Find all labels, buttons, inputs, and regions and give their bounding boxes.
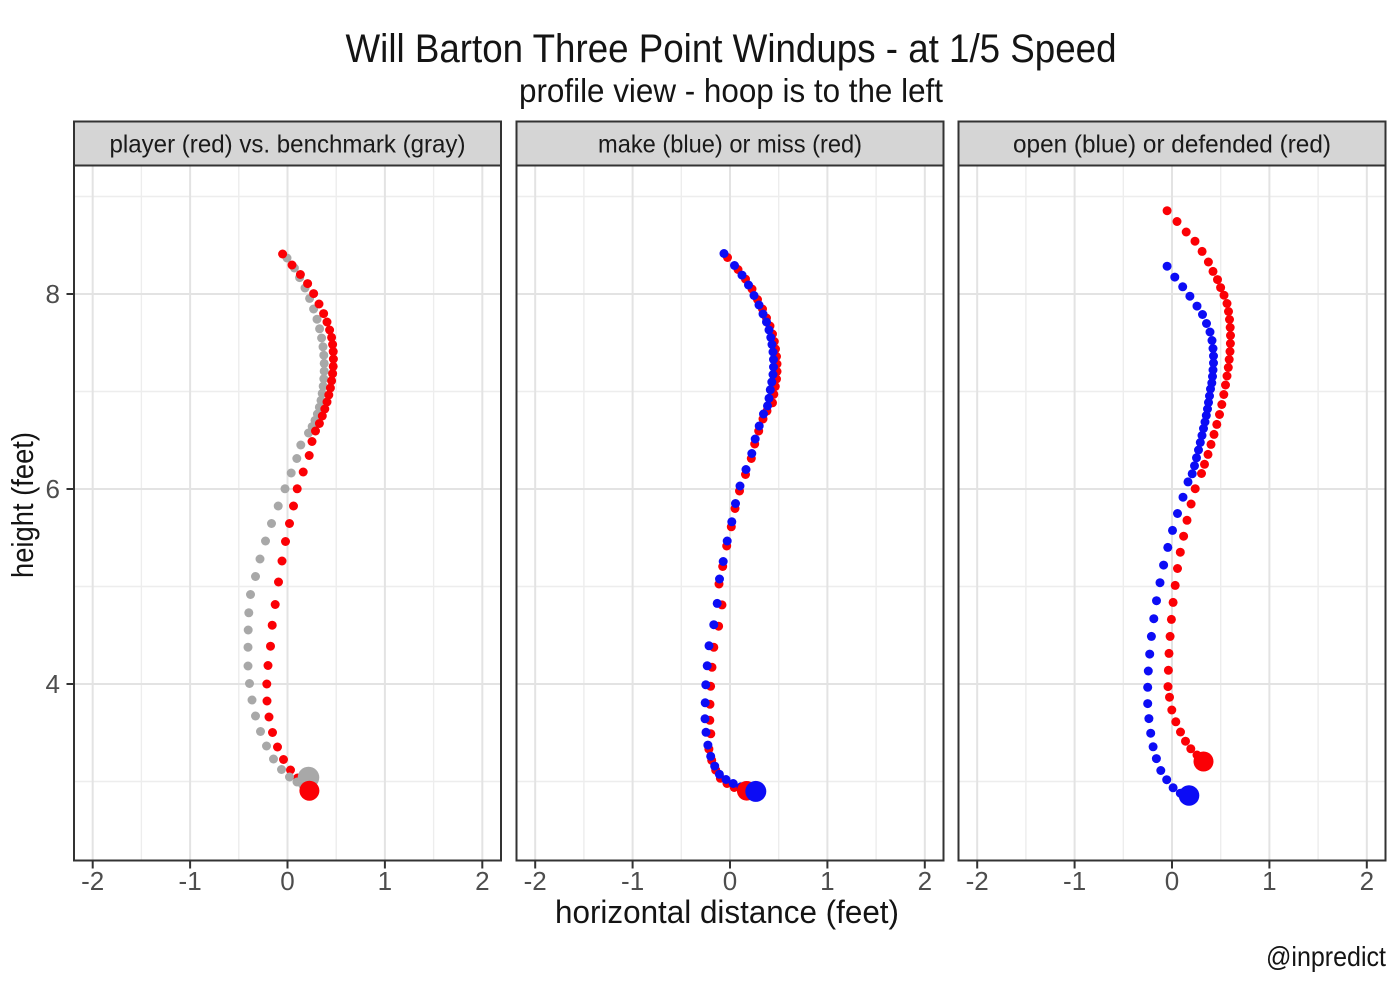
- svg-text:-1: -1: [1063, 866, 1086, 896]
- svg-text:1: 1: [820, 866, 834, 896]
- svg-text:profile view - hoop is to the: profile view - hoop is to the left: [519, 72, 943, 109]
- svg-text:0: 0: [280, 866, 294, 896]
- svg-text:-2: -2: [524, 866, 547, 896]
- svg-text:1: 1: [378, 866, 392, 896]
- svg-text:2: 2: [475, 866, 489, 896]
- svg-text:0: 0: [1165, 866, 1179, 896]
- svg-text:height (feet): height (feet): [5, 432, 40, 578]
- svg-text:-1: -1: [621, 866, 644, 896]
- svg-text:1: 1: [1262, 866, 1276, 896]
- svg-text:0: 0: [723, 866, 737, 896]
- svg-text:Will Barton Three Point Windup: Will Barton Three Point Windups - at 1/5…: [346, 27, 1117, 71]
- svg-text:-2: -2: [966, 866, 989, 896]
- svg-text:2: 2: [918, 866, 932, 896]
- svg-text:player (red) vs. benchmark (gr: player (red) vs. benchmark (gray): [110, 131, 466, 159]
- svg-text:4: 4: [46, 669, 60, 699]
- svg-text:-2: -2: [81, 866, 104, 896]
- svg-text:6: 6: [46, 474, 60, 504]
- svg-text:@inpredict: @inpredict: [1266, 941, 1386, 972]
- svg-text:horizontal distance (feet): horizontal distance (feet): [555, 894, 899, 930]
- svg-text:open (blue) or defended (red): open (blue) or defended (red): [1013, 131, 1331, 159]
- svg-text:2: 2: [1360, 866, 1374, 896]
- svg-text:make (blue) or miss (red): make (blue) or miss (red): [598, 131, 862, 159]
- svg-text:8: 8: [46, 279, 60, 309]
- svg-text:-1: -1: [179, 866, 202, 896]
